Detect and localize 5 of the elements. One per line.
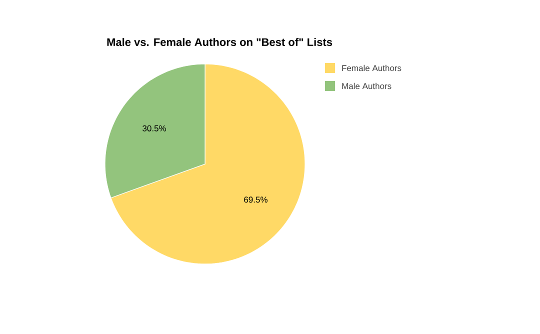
data-label: 69.5% <box>244 196 268 203</box>
chart-title: Male vs. Female Authors on "Best of" Lists <box>107 38 332 46</box>
legend-label: Male Authors <box>342 82 392 90</box>
legend-label: Female Authors <box>342 64 402 72</box>
data-label: 30.5% <box>142 125 166 132</box>
